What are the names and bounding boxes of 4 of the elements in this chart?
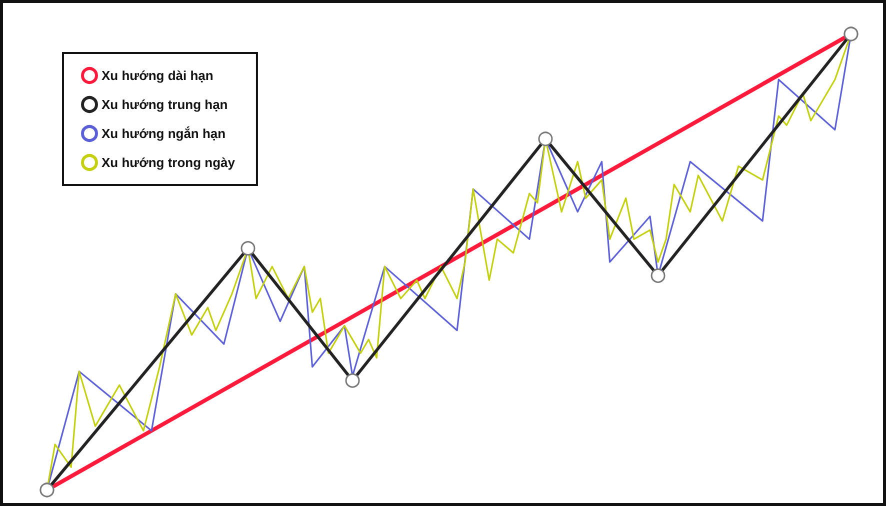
- legend-label: Xu hướng ngắn hạn: [102, 126, 226, 141]
- legend-label: Xu hướng dài hạn: [102, 68, 214, 83]
- legend-label: Xu hướng trung hạn: [102, 97, 228, 112]
- legend-label: Xu hướng trong ngày: [102, 155, 236, 170]
